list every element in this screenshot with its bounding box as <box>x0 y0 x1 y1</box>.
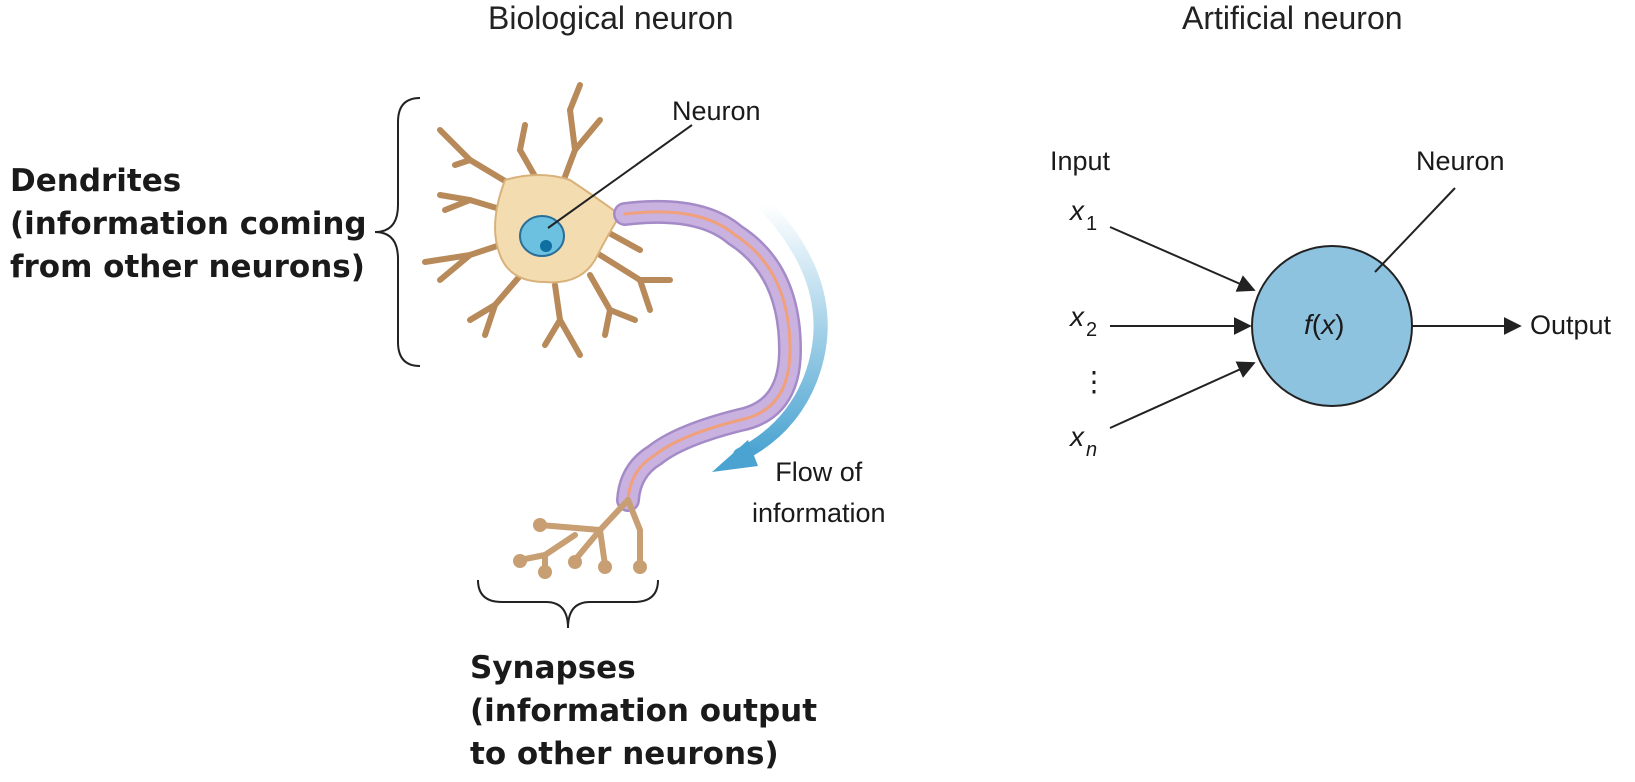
input-label: Input <box>1050 146 1111 176</box>
flow-label: Flow of information <box>752 457 886 528</box>
input-x2-sub: 2 <box>1086 319 1098 341</box>
nucleolus <box>540 240 552 252</box>
input-x2-base: x <box>1070 301 1084 332</box>
output-label: Output <box>1530 310 1612 340</box>
artificial-neuron-pointer <box>1374 187 1456 273</box>
biological-title: Biological neuron <box>488 0 734 36</box>
artificial-neuron-label: Neuron <box>1416 146 1505 176</box>
synapses-label: Synapses (information output to other ne… <box>470 650 818 772</box>
input-xn-sub: n <box>1086 439 1098 461</box>
function-arg: x <box>1321 309 1336 340</box>
flow-arrow <box>712 198 828 472</box>
function-close: ) <box>1335 309 1345 340</box>
input-arrow-n <box>1109 361 1256 429</box>
biological-neuron-illustration <box>422 82 803 579</box>
dendrites-brace <box>374 97 421 367</box>
function-open: ( <box>1311 309 1322 340</box>
input-xn-base: x <box>1070 421 1084 452</box>
input-arrow-1 <box>1109 226 1256 292</box>
function-name: f <box>1304 309 1312 340</box>
biological-neuron-pointer <box>547 124 693 229</box>
input-x1-base: x <box>1070 195 1084 226</box>
synapses-brace <box>477 579 659 629</box>
biological-neuron-label: Neuron <box>672 96 761 126</box>
artificial-title: Artificial neuron <box>1182 0 1403 36</box>
neuron-function: f(x) <box>1304 311 1344 339</box>
input-x1-sub: 1 <box>1086 213 1098 235</box>
input-ellipsis: ⋮ <box>1080 366 1108 397</box>
dendrites-label: Dendrites (information coming from other… <box>10 163 367 285</box>
nucleus <box>519 215 565 257</box>
